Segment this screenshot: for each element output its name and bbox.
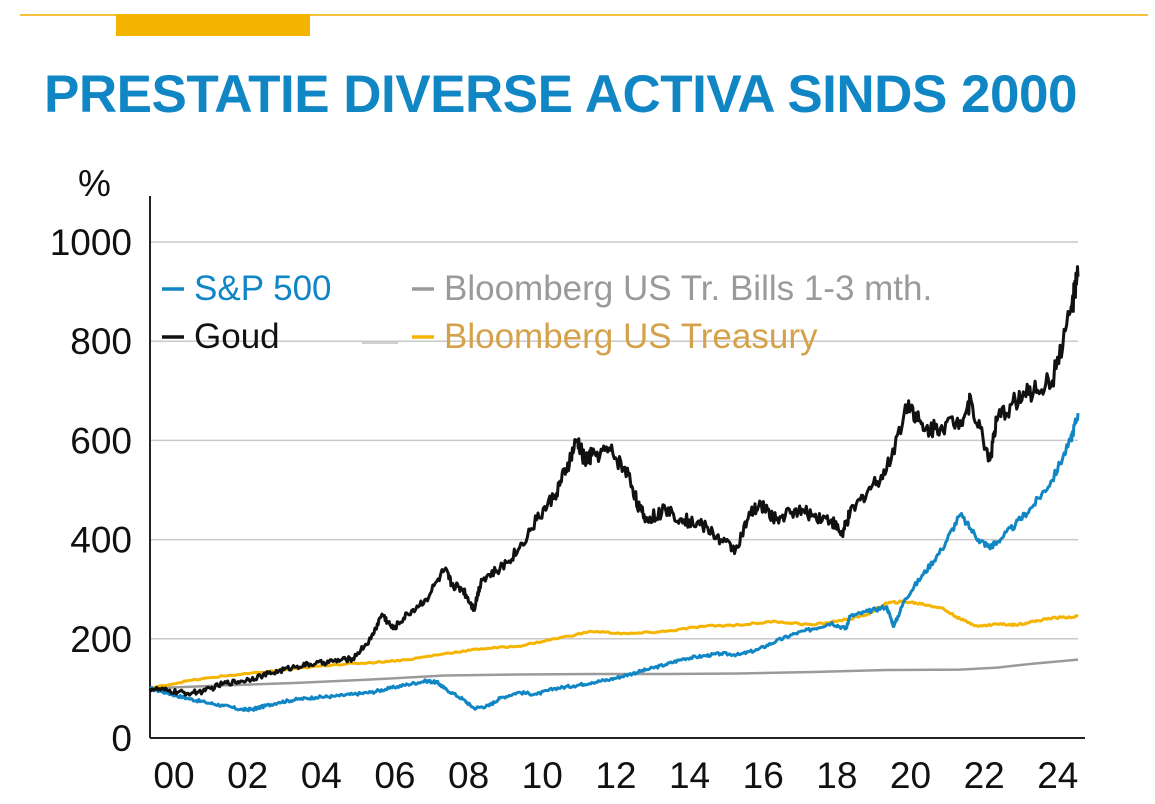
x-tick-label: 10 [522, 755, 563, 796]
y-axis-unit-label: % [78, 163, 111, 204]
legend-label-sp500: S&P 500 [194, 269, 332, 308]
series-line-sp500 [149, 412, 1080, 713]
legend-label-gold: Goud [194, 317, 280, 356]
y-tick-label: 400 [70, 520, 132, 561]
y-tick-labels: 0 200 400 600 800 1000 [50, 222, 132, 759]
legend: S&P 500 Goud Bloomberg US Tr. Bills 1-3 mt… [162, 269, 932, 356]
x-tick-labels: 00 02 04 06 08 10 12 14 16 18 20 22 24 [153, 755, 1078, 796]
y-tick-label: 1000 [50, 222, 132, 263]
series-line-tbills [149, 658, 1079, 690]
x-tick-label: 06 [374, 755, 415, 796]
x-tick-label: 00 [153, 755, 194, 796]
gridlines [150, 241, 1078, 640]
x-tick-label: 20 [890, 755, 931, 796]
series-line-treasury [149, 599, 1079, 690]
x-tick-label: 24 [1037, 755, 1078, 796]
legend-label-tbills: Bloomberg US Tr. Bills 1-3 mth. [444, 269, 932, 308]
x-tick-label: 18 [816, 755, 857, 796]
x-tick-label: 14 [669, 755, 710, 796]
y-tick-label: 800 [70, 321, 132, 362]
x-tick-label: 02 [227, 755, 268, 796]
series-line-gold [148, 265, 1080, 697]
series-lines [148, 265, 1080, 713]
axes [149, 196, 1085, 739]
x-tick-label: 04 [301, 755, 342, 796]
legend-label-treasury: Bloomberg US Treasury [444, 317, 818, 356]
y-tick-label: 200 [70, 619, 132, 660]
y-tick-label: 600 [70, 420, 132, 461]
top-accent-tab [116, 14, 310, 36]
x-tick-label: 16 [743, 755, 784, 796]
y-tick-label: 0 [111, 718, 132, 759]
x-tick-label: 08 [448, 755, 489, 796]
top-rule [20, 14, 1148, 16]
x-tick-label: 22 [964, 755, 1005, 796]
chart-title: PRESTATIE DIVERSE ACTIVA SINDS 2000 [44, 65, 1077, 124]
x-tick-label: 12 [595, 755, 636, 796]
